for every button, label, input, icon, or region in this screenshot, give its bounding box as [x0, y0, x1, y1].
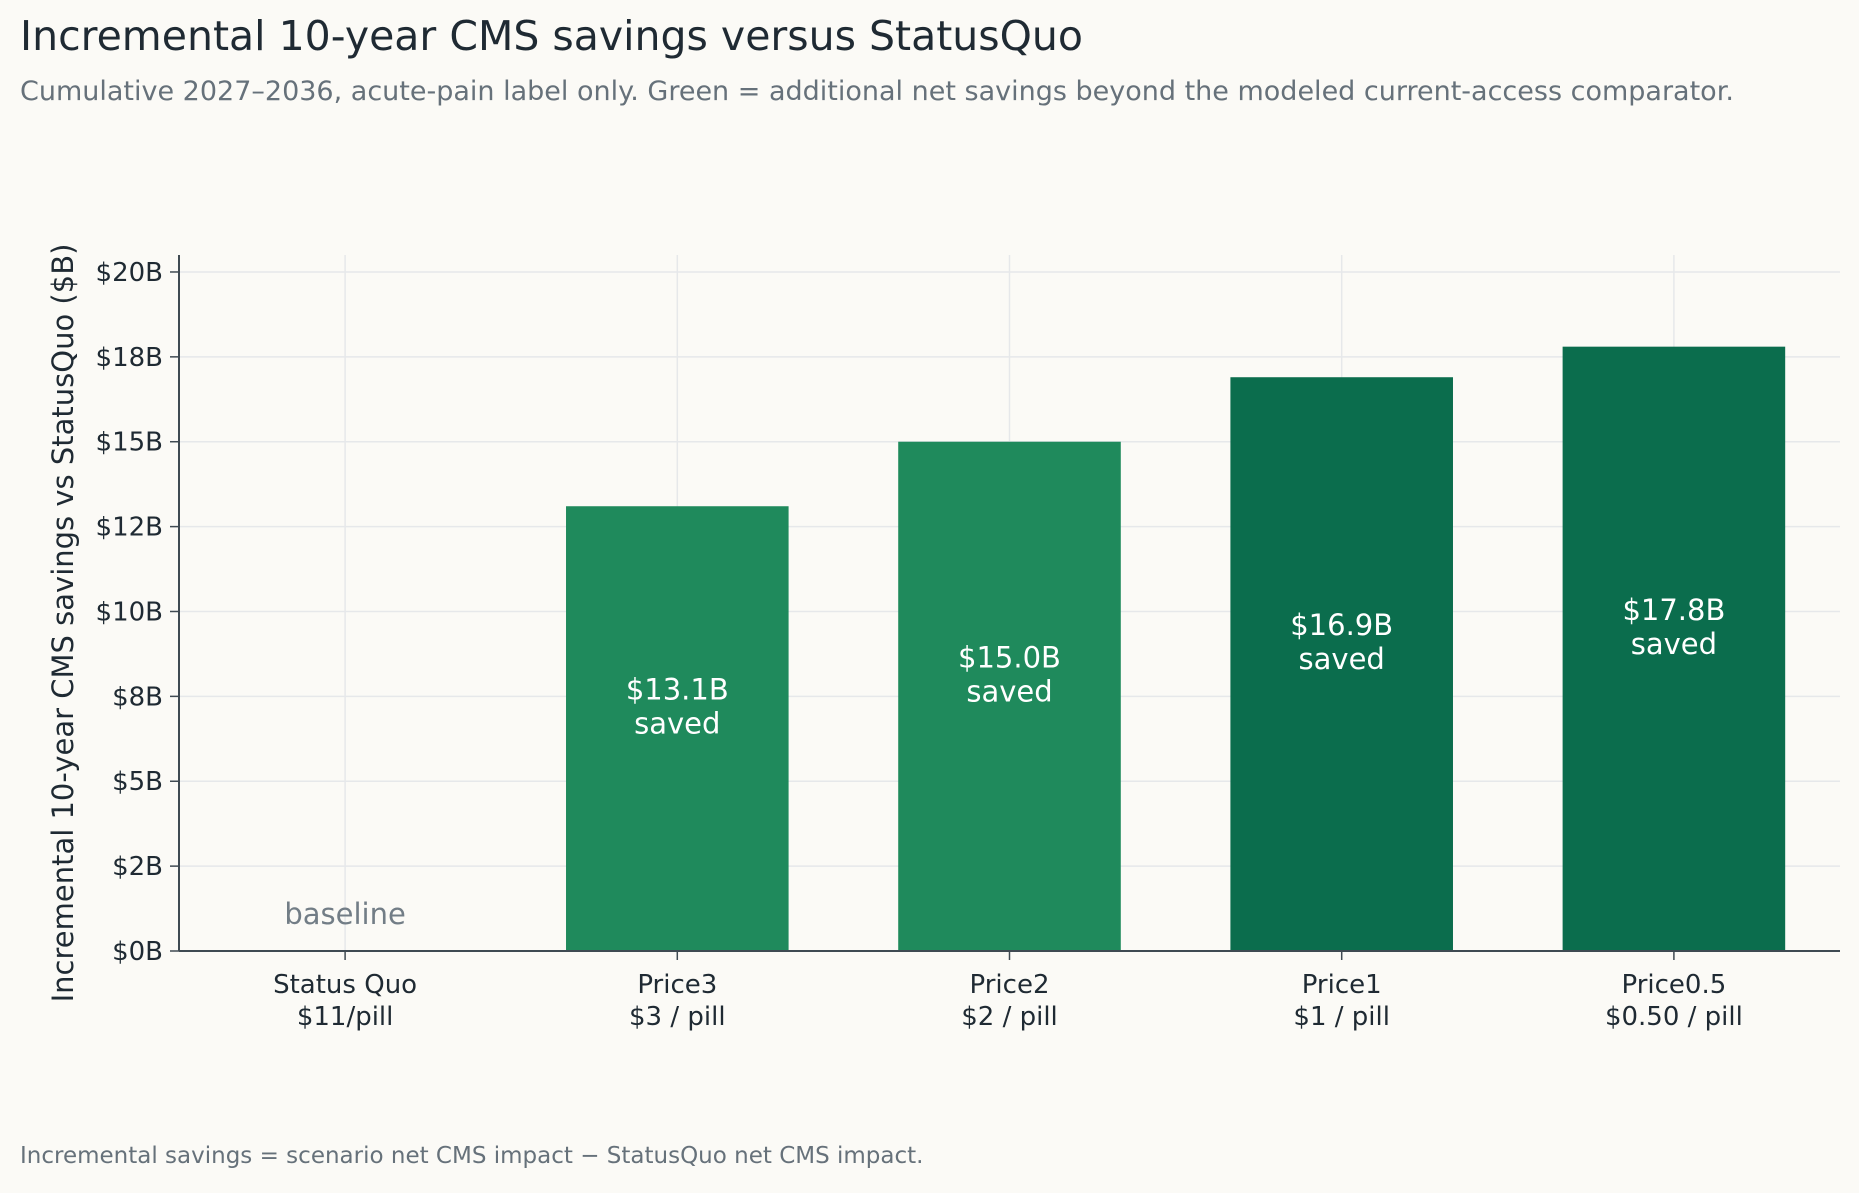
x-category-label: Status Quo	[273, 970, 417, 1000]
bar-value-label: saved	[966, 674, 1052, 708]
bar	[898, 441, 1121, 951]
x-category-label: Price0.5	[1622, 970, 1727, 1000]
chart-title: Incremental 10-year CMS savings versus S…	[20, 12, 1083, 60]
y-tick-label: $12B	[96, 513, 163, 543]
x-category-label: Price3	[637, 970, 717, 1000]
x-category-price-label: $2 / pill	[961, 1002, 1058, 1032]
chart-footnote: Incremental savings = scenario net CMS i…	[20, 1143, 924, 1169]
axes	[170, 255, 1840, 960]
x-category-label: Price2	[970, 970, 1050, 1000]
y-tick-label: $8B	[112, 682, 163, 712]
baseline-label: baseline	[284, 897, 405, 931]
x-category-price-label: $11/pill	[297, 1002, 394, 1032]
y-tick-label: $15B	[96, 428, 163, 458]
y-tick-label: $20B	[96, 258, 163, 288]
chart-subtitle: Cumulative 2027–2036, acute-pain label o…	[20, 76, 1734, 107]
y-tick-label: $2B	[112, 852, 163, 882]
bar-value-label: $16.9B	[1290, 608, 1393, 642]
x-category-price-label: $3 / pill	[629, 1002, 726, 1032]
x-category-label: Price1	[1302, 970, 1382, 1000]
bars	[566, 346, 1786, 952]
bar-value-label: saved	[634, 707, 720, 741]
bar	[1230, 377, 1453, 952]
y-tick-label: $5B	[112, 767, 163, 797]
y-tick-label: $10B	[96, 597, 163, 627]
y-tick-label: $0B	[112, 937, 163, 967]
labels: $0B $2B $5B $8B $10B $12B $15B $18B $20B baseline…	[46, 244, 1743, 1032]
bar	[566, 506, 789, 951]
y-axis-title: Incremental 10-year CMS savings vs Statu…	[46, 244, 80, 1003]
bar-value-label: saved	[1299, 642, 1385, 676]
y-tick-label: $18B	[96, 343, 163, 373]
bar	[1562, 346, 1786, 951]
bar-value-label: $13.1B	[626, 673, 729, 707]
bar-value-label: $17.8B	[1622, 593, 1725, 627]
x-category-price-label: $0.50 / pill	[1605, 1002, 1743, 1032]
bar-value-label: $15.0B	[958, 640, 1061, 674]
x-category-price-label: $1 / pill	[1293, 1002, 1390, 1032]
bar-value-label: saved	[1631, 627, 1717, 661]
